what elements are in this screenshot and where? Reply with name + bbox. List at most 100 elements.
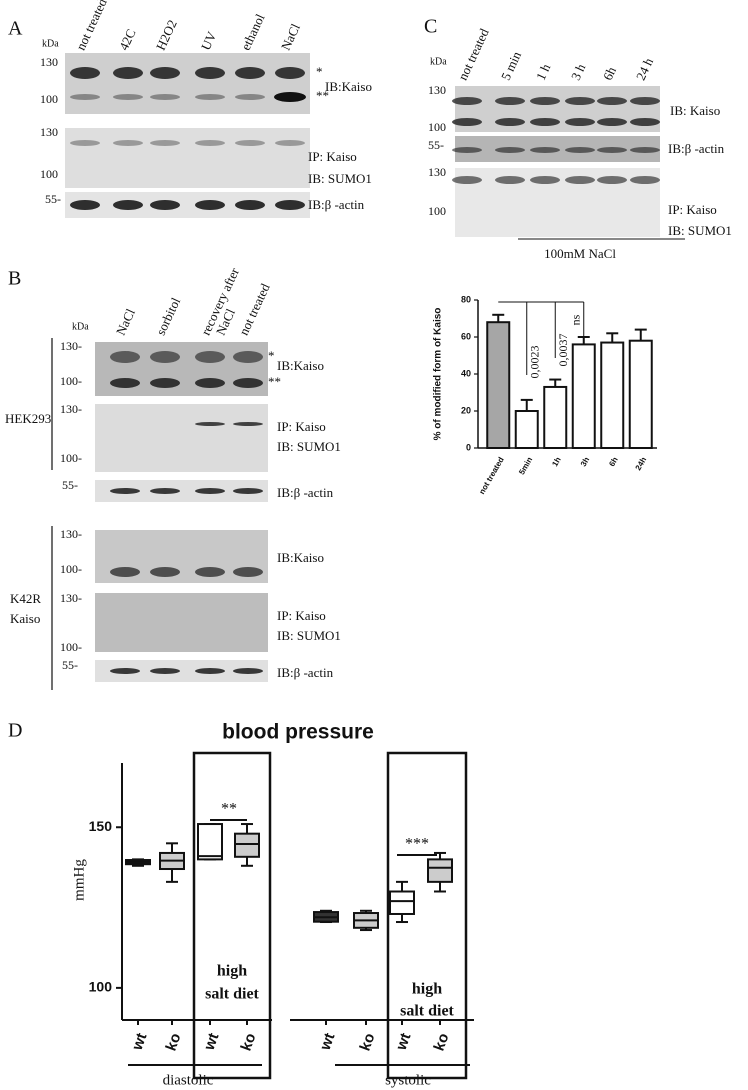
label: 100- [60, 562, 82, 576]
bar [600, 341, 625, 449]
blot-band [495, 176, 525, 184]
y-axis-label: mmHg [71, 859, 87, 901]
chart-title: blood pressure [222, 721, 374, 744]
x-tick-label: 6h [607, 455, 620, 468]
blot-band [195, 351, 225, 363]
blot-band [275, 200, 305, 210]
group-label: diastolic [163, 1072, 214, 1088]
blot-band [150, 351, 180, 363]
frame-label: salt diet [400, 1003, 454, 1020]
label: IB: Kaiso [670, 103, 720, 118]
blot-band [495, 97, 525, 105]
label: 55- [428, 138, 444, 152]
x-tick-label: wt [316, 1031, 338, 1053]
label: ** [268, 374, 281, 389]
group-label: Kaiso [10, 611, 40, 626]
label: 130- [60, 339, 82, 353]
blot [65, 53, 310, 114]
x-tick-label: ko [163, 1031, 185, 1053]
blot-band [113, 200, 143, 210]
label: 55- [62, 478, 78, 492]
blot-band [565, 176, 595, 184]
label: 130 [428, 83, 446, 97]
blot-band [233, 668, 263, 674]
label: 100mM NaCl [544, 246, 616, 261]
label: IP: Kaiso [668, 202, 717, 217]
frame-label: salt diet [205, 986, 259, 1003]
y-tick-label: 100 [89, 979, 113, 995]
blot-band [150, 378, 180, 388]
label: 55- [62, 658, 78, 672]
lane-label: 24 h [633, 55, 656, 82]
x-tick-label: 1h [550, 455, 563, 468]
blot-band [110, 378, 140, 388]
annotation: 0,0037 [556, 334, 570, 367]
label: kDa [430, 56, 447, 67]
label: * [316, 64, 323, 79]
label: 100- [60, 451, 82, 465]
blot-band [235, 200, 265, 210]
label: IB:β -actin [277, 665, 334, 680]
label: 130 [40, 55, 58, 69]
bar [543, 385, 568, 450]
blot-band [110, 567, 140, 577]
blot [95, 660, 268, 682]
blot-band [110, 488, 140, 494]
blot-band [233, 422, 263, 426]
label: IP: Kaiso [277, 608, 326, 623]
panel-label: C [424, 16, 437, 38]
label: IP: Kaiso [277, 419, 326, 434]
label: 130- [60, 402, 82, 416]
y-tick-label: 80 [461, 294, 471, 304]
box [427, 858, 453, 883]
y-tick-label: 0 [466, 442, 471, 452]
label: 100 [428, 120, 446, 134]
x-tick-label: wt [128, 1031, 150, 1053]
blot-band [452, 118, 482, 126]
blot-band [235, 140, 265, 146]
box [197, 823, 223, 861]
group-label: systolic [385, 1072, 431, 1088]
lane-label: 5 min [498, 49, 524, 83]
label: ** [316, 88, 329, 103]
bar [628, 339, 653, 450]
y-axis-label: % of modified form of Kaiso [433, 308, 444, 441]
blot-band [597, 147, 627, 153]
panel-label: B [8, 268, 21, 290]
group-label: HEK293 [5, 411, 51, 426]
x-tick-label: 24h [634, 455, 649, 472]
label: IB: SUMO1 [308, 171, 372, 186]
panel-label: D [8, 720, 22, 742]
blot-band [150, 668, 180, 674]
lane-label: 3 h [568, 61, 589, 83]
lane-label: H2O2 [153, 17, 180, 52]
blot-band [150, 67, 180, 79]
label: kDa [42, 38, 59, 49]
blot-band [530, 147, 560, 153]
lane-label: not treated [236, 281, 273, 338]
highlight-frame [192, 751, 272, 1080]
blot-band [150, 94, 180, 100]
label: 130- [60, 527, 82, 541]
frame-label: high [412, 981, 442, 998]
x-tick-label: 3h [579, 455, 592, 468]
label: IB:Kaiso [277, 358, 324, 373]
label: IB: SUMO1 [277, 628, 341, 643]
blot-band [597, 176, 627, 184]
blot-band [233, 351, 263, 363]
blot-band [195, 488, 225, 494]
label: IB:β -actin [668, 141, 725, 156]
blot [65, 128, 310, 188]
blot-band [630, 97, 660, 105]
significance: *** [405, 836, 429, 853]
y-tick-label: 20 [461, 405, 471, 415]
blot-band [195, 378, 225, 388]
label: IB:β -actin [277, 485, 334, 500]
blot-band [150, 567, 180, 577]
label: 55- [45, 192, 61, 206]
lane-label: UV [198, 29, 220, 53]
blot-band [495, 118, 525, 126]
blot [95, 342, 268, 396]
blot-band [235, 94, 265, 100]
